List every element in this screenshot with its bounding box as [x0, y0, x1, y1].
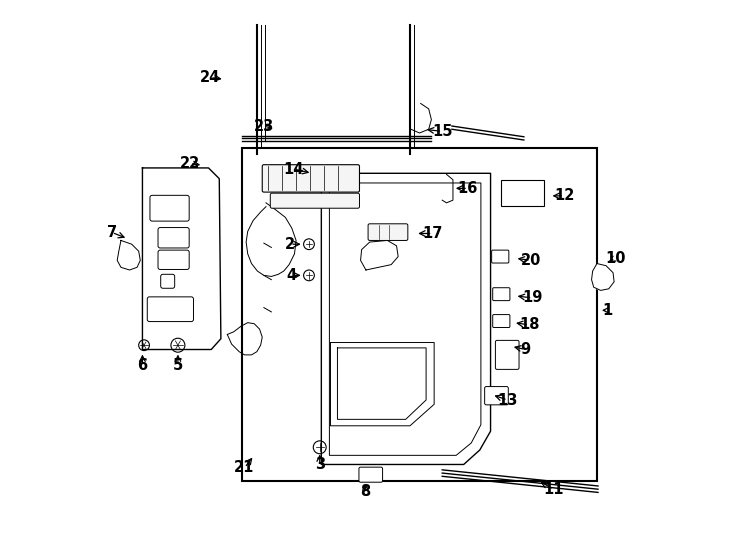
Text: 9: 9 [520, 342, 531, 357]
FancyBboxPatch shape [262, 165, 360, 192]
Text: 22: 22 [180, 156, 200, 171]
Text: 19: 19 [523, 291, 542, 306]
FancyBboxPatch shape [493, 288, 510, 301]
FancyBboxPatch shape [492, 250, 509, 263]
FancyBboxPatch shape [495, 340, 519, 369]
FancyBboxPatch shape [493, 315, 510, 327]
FancyBboxPatch shape [359, 467, 382, 482]
Text: 6: 6 [137, 358, 148, 373]
FancyBboxPatch shape [484, 387, 508, 405]
Text: 1: 1 [603, 303, 613, 318]
Bar [242, 147, 597, 481]
Polygon shape [117, 240, 140, 270]
Text: 11: 11 [544, 482, 564, 497]
FancyBboxPatch shape [148, 297, 194, 322]
Text: 23: 23 [254, 118, 274, 133]
Text: 13: 13 [498, 393, 518, 408]
Text: 21: 21 [234, 460, 255, 475]
Text: 20: 20 [520, 253, 541, 268]
Text: 16: 16 [458, 181, 478, 196]
Text: 17: 17 [422, 226, 443, 241]
Text: 3: 3 [315, 457, 324, 472]
Text: 12: 12 [554, 188, 574, 204]
Text: 10: 10 [605, 251, 625, 266]
FancyBboxPatch shape [158, 250, 189, 269]
Text: 18: 18 [519, 318, 539, 332]
Text: 2: 2 [285, 237, 295, 252]
Bar [501, 180, 545, 206]
Text: 4: 4 [287, 268, 297, 283]
FancyBboxPatch shape [161, 274, 175, 288]
Text: 24: 24 [200, 70, 220, 85]
FancyBboxPatch shape [368, 224, 408, 240]
Text: 14: 14 [283, 161, 304, 177]
FancyBboxPatch shape [270, 193, 360, 208]
FancyBboxPatch shape [150, 195, 189, 221]
Text: 15: 15 [432, 124, 452, 139]
Polygon shape [592, 264, 614, 291]
FancyBboxPatch shape [158, 227, 189, 248]
Text: 5: 5 [172, 358, 183, 373]
Text: 7: 7 [106, 225, 117, 240]
Text: 8: 8 [360, 484, 371, 499]
